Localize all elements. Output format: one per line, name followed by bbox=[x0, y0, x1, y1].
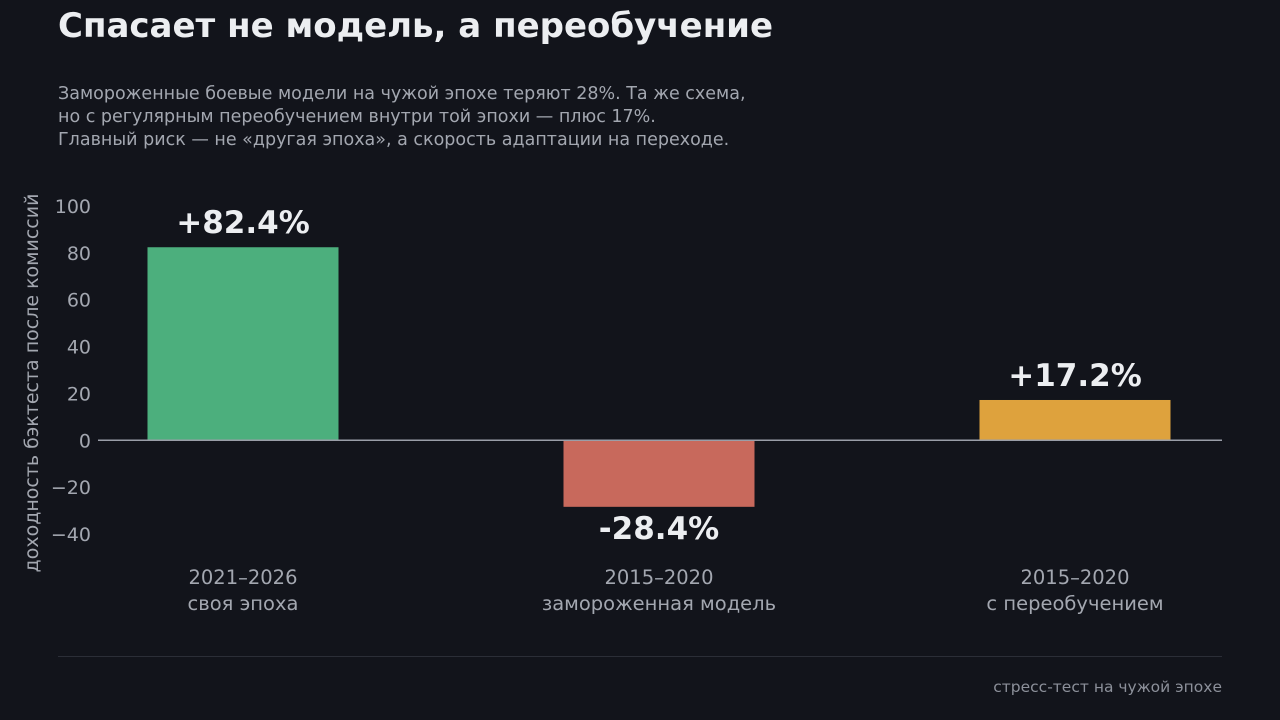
bar-chart: 100 80 60 40 20 0 −20 −40 +82.4% -28.4% +17.2% 20… bbox=[21, 194, 1222, 615]
y-tick-label: −40 bbox=[51, 524, 91, 546]
y-tick-label: 40 bbox=[67, 337, 91, 359]
y-axis-label: доходность бэктеста после комиссий bbox=[21, 194, 43, 573]
subtitle-line-1: Замороженные боевые модели на чужой эпох… bbox=[58, 84, 746, 104]
bar-value-label: +17.2% bbox=[1008, 358, 1142, 394]
bar bbox=[563, 440, 755, 507]
y-tick-label: 100 bbox=[55, 196, 91, 218]
y-tick-label: 60 bbox=[67, 290, 91, 312]
x-category-label: 2021–2026 bbox=[188, 566, 297, 589]
y-tick-label: −20 bbox=[51, 477, 91, 499]
x-category-label: 2015–2020 bbox=[1020, 566, 1129, 589]
subtitle-line-3: Главный риск — не «другая эпоха», а скор… bbox=[58, 130, 730, 150]
bar-value-label: -28.4% bbox=[599, 511, 719, 547]
x-category-label: с переобучением bbox=[986, 592, 1163, 615]
y-tick-label: 20 bbox=[67, 383, 91, 405]
chart-title: Спасает не модель, а переобучение bbox=[58, 6, 774, 46]
x-category-label: замороженная модель bbox=[542, 592, 776, 615]
bar-value-label: +82.4% bbox=[176, 205, 310, 241]
bars bbox=[147, 247, 1171, 507]
footer-note: стресс-тест на чужой эпохе bbox=[993, 678, 1222, 696]
bar bbox=[147, 247, 339, 441]
data-labels: +82.4% -28.4% +17.2% bbox=[176, 205, 1142, 547]
subtitle-line-2: но с регулярным переобучением внутри той… bbox=[58, 107, 656, 127]
bar bbox=[979, 399, 1171, 441]
chart-subtitle: Замороженные боевые модели на чужой эпох… bbox=[58, 83, 746, 152]
y-axis: 100 80 60 40 20 0 −20 −40 bbox=[51, 196, 91, 546]
footer-divider bbox=[58, 656, 1222, 657]
x-axis-labels: 2021–2026 своя эпоха 2015–2020 замороженная… bbox=[188, 566, 1164, 615]
y-tick-label: 0 bbox=[79, 430, 91, 452]
x-category-label: 2015–2020 bbox=[604, 566, 713, 589]
y-tick-label: 80 bbox=[67, 243, 91, 265]
x-category-label: своя эпоха bbox=[188, 592, 299, 615]
